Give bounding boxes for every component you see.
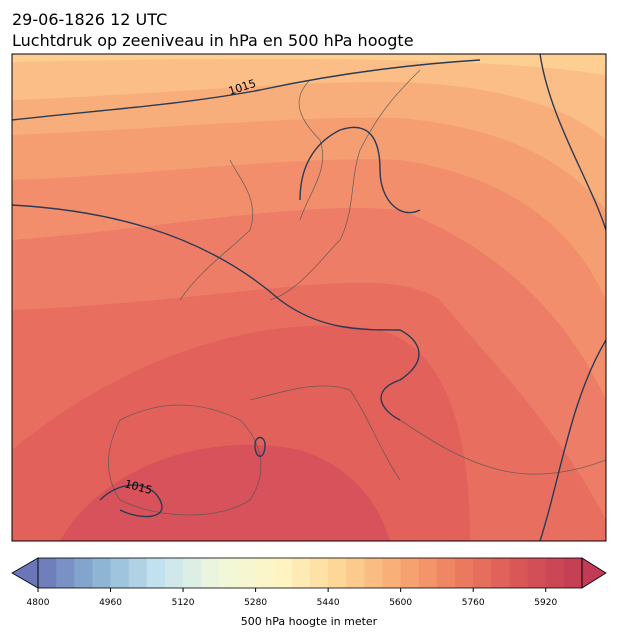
map: 1015 1015 [12, 54, 606, 541]
isobar [12, 54, 606, 541]
subtitle: Luchtdruk op zeeniveau in hPa en 500 hPa… [12, 31, 414, 50]
colorbar-segment [219, 558, 238, 588]
tick-label: 5120 [172, 598, 195, 608]
colorbar-segment [436, 558, 456, 588]
tick-label: 5760 [462, 598, 485, 608]
colorbar: 4800 4960 5120 5280 5440 5600 5760 5920 [11, 557, 607, 608]
tick-label: 5920 [534, 598, 557, 608]
colorbar-segment [110, 558, 130, 588]
tick-label: 4800 [27, 598, 50, 608]
colorbar-segment [328, 558, 347, 588]
colorbar-segment [509, 558, 529, 588]
colorbar-segment [74, 558, 93, 588]
colorbar-segment [455, 558, 474, 588]
colorbar-extend [581, 557, 607, 589]
tick-label: 4960 [99, 598, 122, 608]
colorbar-segment [418, 558, 438, 588]
colorbar-segment [183, 558, 202, 588]
colorbar-segment [527, 558, 547, 588]
colorbar-frame [37, 557, 583, 589]
colorbar-extend [11, 557, 39, 589]
colorbar-segment [38, 558, 57, 588]
colorbar-segment [128, 558, 148, 588]
colorbar-segment [491, 558, 510, 588]
colorbar-segment [310, 558, 329, 588]
colorbar-segment [291, 558, 311, 588]
colorbar-label: 500 hPa hoogte in meter [241, 615, 378, 628]
band [12, 54, 606, 210]
colorbar-segment [237, 558, 257, 588]
colorbar-segment [545, 558, 565, 588]
colorbar-segment [201, 558, 220, 588]
colorbar-segment [346, 558, 365, 588]
coastline [108, 69, 606, 516]
colorbar-segment [273, 558, 293, 588]
band [12, 54, 606, 75]
colorbar-segment [400, 558, 420, 588]
colorbar-segment [146, 558, 166, 588]
map-frame [11, 53, 607, 542]
band [12, 54, 606, 140]
tick-label: 5440 [317, 598, 340, 608]
colorbar-segment [563, 558, 583, 588]
colorbar-segment [56, 558, 75, 588]
tick-label: 5600 [389, 598, 412, 608]
colorbar-segment [473, 558, 492, 588]
colorbar-segment [164, 558, 184, 588]
colorbar-segment [255, 558, 275, 588]
tick-label: 5280 [244, 598, 267, 608]
colorbar-segment [382, 558, 402, 588]
colorbar-segment [92, 558, 112, 588]
colorbar-segment [364, 558, 384, 588]
title: 29-06-1826 12 UTC [12, 10, 167, 29]
